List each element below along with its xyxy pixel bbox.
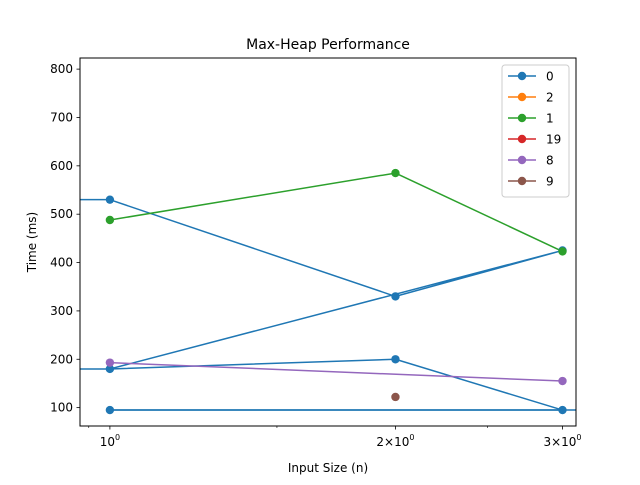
- legend-label-1: 1: [546, 112, 554, 126]
- x-tick-label: 2×100: [376, 433, 414, 449]
- legend-marker-2: [517, 92, 527, 102]
- legend-box: [501, 64, 570, 198]
- x-tick-coefficient: 2×: [376, 435, 394, 449]
- x-tick-label: 100: [100, 433, 120, 449]
- data-point-0: [391, 292, 400, 301]
- x-tick-exponent: 0: [115, 433, 120, 442]
- data-point-0: [391, 355, 400, 364]
- legend-marker-1: [517, 113, 527, 123]
- legend-label-2: 2: [546, 91, 554, 105]
- chart-title: Max-Heap Performance: [246, 37, 410, 53]
- data-point-0: [105, 364, 115, 374]
- y-axis: 100 200 300 400 500 600 700 800: [50, 62, 80, 415]
- x-tick-base: 10: [100, 435, 115, 449]
- y-tick-label: 800: [50, 62, 73, 76]
- y-axis-label: Time (ms): [25, 212, 39, 274]
- data-point-1: [105, 215, 115, 225]
- x-tick-exponent: 0: [576, 433, 581, 442]
- legend-label-19: 19: [546, 133, 561, 147]
- x-tick-label: 3×100: [543, 433, 581, 449]
- data-point-8: [105, 358, 115, 367]
- legend-marker-9: [517, 176, 527, 186]
- data-point-1: [558, 247, 567, 256]
- y-tick-label: 200: [50, 352, 73, 366]
- series-line-8: [109, 361, 563, 382]
- plot-markers-layer: [105, 168, 567, 415]
- x-axis-label: Input Size (n): [288, 461, 368, 475]
- legend-marker-8: [517, 155, 527, 165]
- y-tick-label: 300: [50, 304, 73, 318]
- data-point-1: [391, 168, 400, 178]
- legend-marker-0: [517, 71, 527, 81]
- legend-label-9: 9: [546, 175, 554, 189]
- y-tick-label: 500: [50, 207, 73, 221]
- x-tick-base: 10: [561, 435, 576, 449]
- legend-label-0: 0: [546, 70, 554, 84]
- x-tick-base: 10: [394, 435, 409, 449]
- plot-frame: [79, 57, 577, 427]
- legend-label-8: 8: [546, 154, 554, 168]
- y-tick-label: 100: [50, 401, 73, 415]
- x-tick-coefficient: 3×: [543, 435, 561, 449]
- data-point-0: [105, 195, 115, 204]
- x-tick-exponent: 0: [409, 433, 414, 442]
- y-tick-label: 600: [50, 159, 73, 173]
- data-point-0: [558, 405, 567, 415]
- y-tick-label: 700: [50, 110, 73, 124]
- data-point-9: [391, 392, 400, 402]
- data-point-8: [558, 376, 567, 386]
- y-tick-label: 400: [50, 256, 73, 270]
- legend: 0 2 1 19 8 9: [501, 64, 570, 198]
- data-point-0: [105, 405, 115, 415]
- x-axis: 100 2×100 3×100: [88, 426, 582, 449]
- legend-marker-19: [517, 134, 527, 144]
